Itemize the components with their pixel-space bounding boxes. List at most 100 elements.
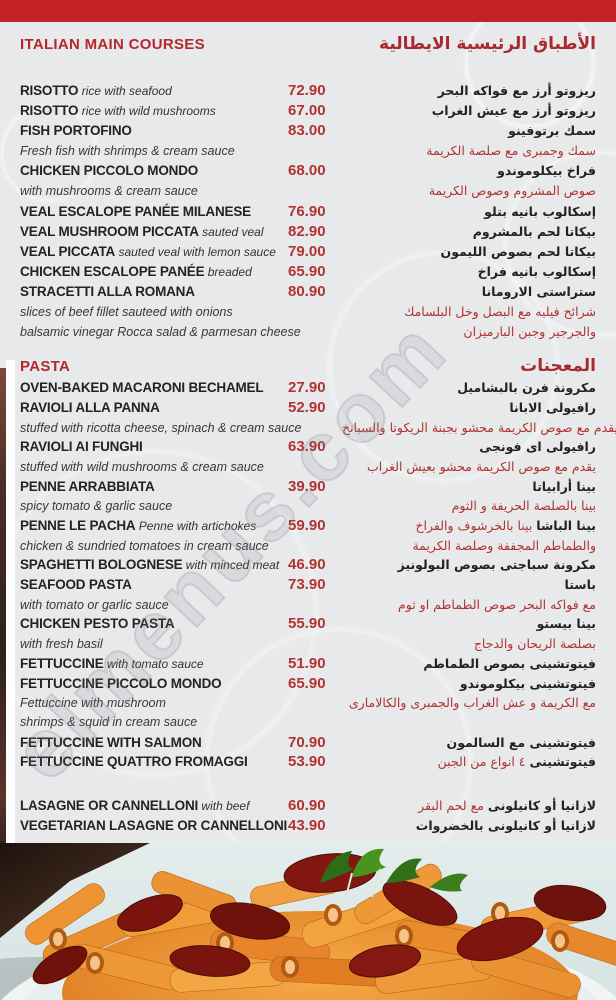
item-name-ar: إسكالوب بانيه فراخ [477,263,596,279]
section-pasta: PASTA المعجنات OVEN-BAKED MACARONI BECHA… [20,356,616,836]
item-name-en: shrimps & squid in cream sauce [20,714,198,729]
item-name-en: CHICKEN ESCALOPE PANÉE breaded [20,263,252,279]
item-name-en: STRACETTI ALLA ROMANA [20,283,195,299]
parsley-garnish [320,848,468,898]
menu-desc-row: with tomato or garlic sauce مع فواكه البح… [20,595,596,615]
item-name-ar: فيتوتشينى ٤ انواع من الجبن [437,754,596,770]
menu-desc-row: spicy tomato & garlic sauce بينا بالصلصة … [20,496,596,516]
item-price: 53.90 [288,753,326,771]
menu-row: FETTUCCINE QUATTRO FROMAGGI 53.90 فيتوتشين… [20,752,596,772]
item-name-ar: بينا بالصلصة الحريفة و الثوم [451,498,596,514]
item-name-en: CHICKEN PESTO PASTA [20,616,175,632]
row-gap [20,772,596,796]
menu-row: OVEN-BAKED MACARONI BECHAMEL 27.90 مكرونة … [20,378,596,398]
item-name-en: PENNE ARRABBIATA [20,478,155,494]
item-name-en: VEAL PICCATA sauted veal with lemon sauc… [20,243,276,259]
left-edge-white-strip [6,360,15,843]
menu-row: CHICKEN ESCALOPE PANÉE breaded 65.90 إسكال… [20,262,596,282]
item-name-ar: لازانيا أو كانيلونى مع لحم البقر [418,797,596,813]
photo-dark-corner [0,843,150,938]
menu-row: SPAGHETTI BOLOGNESE with minced meat 46.9… [20,555,596,575]
item-name-ar: والجرجير وجبن البارميزان [463,324,596,340]
menu-rows: OVEN-BAKED MACARONI BECHAMEL 27.90 مكرونة … [20,378,616,836]
item-name-en: PENNE LE PACHA Penne with artichokes [20,518,257,534]
menu-desc-row: with fresh basil بصلصة الريحان والدجاج [20,634,596,654]
item-name-en: SEAFOOD PASTA [20,577,132,593]
section-title-en: PASTA [20,358,71,376]
item-name-ar: ريزوتو أرز مع فواكه البحر [437,83,596,98]
item-name-ar: فيتوتشينى بصوص الطماطم [423,655,596,671]
menu-row: FETTUCCINE PICCOLO MONDO 65.90 فيتوتشينى ب… [20,674,596,694]
item-name-ar: مع فواكه البحر صوص الطماطم او ثوم [398,596,596,612]
menu-desc-row: slices of beef fillet sauteed with onion… [20,302,596,322]
item-name-en: SPAGHETTI BOLOGNESE with minced meat [20,557,280,573]
menu-row: VEAL ESCALOPE PANÉE MILANESE 76.90 إسكالوب… [20,202,596,222]
item-name-ar: والطماطم المجففة وصلصة الكريمة [412,537,596,553]
item-price: 27.90 [288,379,326,397]
item-name-en: chicken & sundried tomatoes in cream sau… [20,538,269,553]
item-price: 39.90 [288,477,326,495]
menu-desc-row: shrimps & squid in cream sauce [20,713,596,733]
item-name-en: RISOTTO rice with seafood [20,83,172,98]
item-price: 59.90 [288,517,326,535]
item-name-ar: بينا الباشا بينا بالخرشوف والفراخ [415,518,596,534]
menu-rows: RISOTTO rice with seafood 72.90 ريزوتو أرز… [20,81,596,342]
menu-row: STRACETTI ALLA ROMANA 80.90 ستراستى الاروم… [20,282,596,302]
item-name-en: FETTUCCINE with tomato sauce [20,655,204,671]
item-name-ar: فيتوتشينى بيكلوموندو [459,675,596,691]
item-name-ar: باستا [564,577,596,593]
item-name-ar: سمك برتوفينو [508,123,596,139]
item-name-ar: رافيولى اى فونجى [479,439,596,455]
menu-row: PENNE ARRABBIATA 39.90 بينا أرابياتا [20,477,596,497]
item-name-en: slices of beef fillet sauteed with onion… [20,305,233,320]
item-name-en: FETTUCCINE PICCOLO MONDO [20,675,222,691]
menu-row: RISOTTO rice with wild mushrooms 67.00 ريز… [20,101,596,121]
menu-row: CHICKEN PICCOLO MONDO 68.00 فراخ بيكلوموند… [20,161,596,181]
section-header: ITALIAN MAIN COURSES الأطباق الرئيسية ال… [20,34,596,54]
item-name-en: FETTUCCINE QUATTRO FROMAGGI [20,754,248,770]
item-name-en: VEAL ESCALOPE PANÉE MILANESE [20,203,251,219]
item-name-ar: يقدم مع صوص الكريمة محشو بجبنة الريكوتا … [342,419,616,435]
item-name-en: with mushrooms & cream sauce [20,184,198,199]
item-name-ar: شرائح فيليه مع البصل وخل البلسامك [404,304,596,320]
menu-row: FETTUCCINE with tomato sauce 51.90 فيتوتشي… [20,654,596,674]
menu-row: CHICKEN PESTO PASTA 55.90 بينا بيستو [20,614,596,634]
menu-row: RAVIOLI AI FUNGHI 63.90 رافيولى اى فونجى [20,437,596,457]
item-name-en: Fresh fish with shrimps & cream sauce [20,144,235,159]
item-name-en: with tomato or garlic sauce [20,597,169,612]
menu-desc-row: chicken & sundried tomatoes in cream sau… [20,536,596,556]
item-name-ar: مع الكريمة و عش الغراب والجمبرى والكالام… [348,695,596,711]
item-name-en: RISOTTO rice with wild mushrooms [20,103,216,119]
item-price: 55.90 [288,615,326,633]
menu-row: VEGETARIAN LASAGNE OR CANNELLONI 43.90 لاز… [20,816,596,836]
food-photo [0,843,616,1000]
left-edge-dark-strip [0,368,6,843]
item-name-ar: صوص المشروم وصوص الكريمة [428,183,596,199]
item-name-ar: ستراستى الارومانا [481,283,596,299]
item-name-en: with fresh basil [20,637,103,652]
item-name-ar: ريزوتو أرز مع عيش الغراب [431,103,596,119]
menu-desc-row: stuffed with wild mushrooms & cream sauc… [20,457,596,477]
section-title-en: ITALIAN MAIN COURSES [20,36,205,53]
menu-desc-row: stuffed with ricotta cheese, spinach & c… [20,418,616,438]
item-name-en: stuffed with ricotta cheese, spinach & c… [20,420,302,435]
menu-row: RAVIOLI ALLA PANNA 52.90 رافيولى الابانا [20,398,596,418]
item-price: 52.90 [288,398,326,416]
menu-row: RISOTTO rice with seafood 72.90 ريزوتو أرز… [20,81,596,101]
item-price: 60.90 [288,796,326,814]
item-name-ar: رافيولى الابانا [509,399,596,415]
item-name-en: stuffed with wild mushrooms & cream sauc… [20,459,264,474]
menu-desc-row: Fettuccine with mushroom مع الكريمة و عش … [20,693,596,713]
item-name-en: FETTUCCINE WITH SALMON [20,734,202,750]
menu-row: FETTUCCINE WITH SALMON 70.90 فيتوتشينى مع … [20,733,596,753]
item-name-en: RAVIOLI ALLA PANNA [20,399,160,415]
item-name-en: FISH PORTOFINO [20,123,132,139]
item-price: 68.00 [288,162,326,180]
item-price: 72.90 [288,82,326,99]
item-name-ar: بيكاتا لحم بالمشروم [472,223,596,239]
item-name-en: VEGETARIAN LASAGNE OR CANNELLONI [20,817,288,833]
item-name-en: spicy tomato & garlic sauce [20,499,173,514]
item-name-ar: مكرونة فرن بالبشاميل [457,380,596,396]
menu-content: ITALIAN MAIN COURSES الأطباق الرئيسية ال… [0,22,616,843]
